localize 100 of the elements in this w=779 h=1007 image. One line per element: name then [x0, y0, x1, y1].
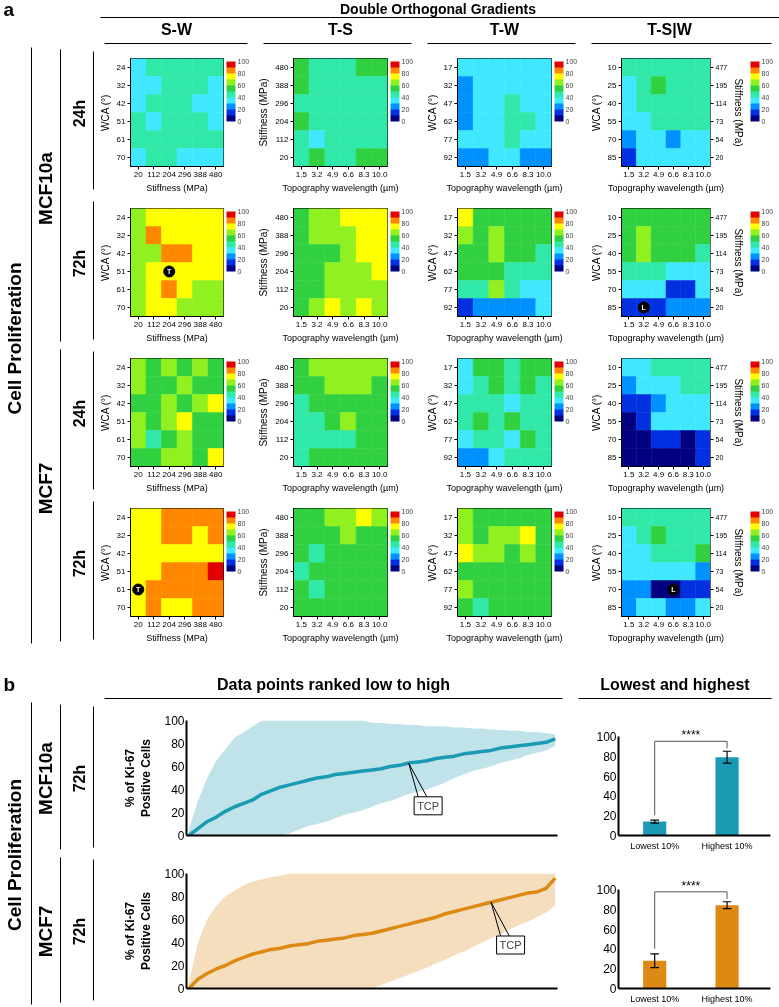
x-tick-label: 8.3: [358, 319, 371, 329]
y-tick-label: 25: [607, 381, 618, 390]
y-tick-label: 55: [607, 267, 618, 276]
x-tick-label: 10.0: [371, 469, 388, 479]
y-tick-label: 480: [275, 213, 290, 222]
x-tick-label: 4.9: [491, 619, 503, 629]
x-tick-label: 112: [147, 619, 161, 629]
y-tick-label: 32: [116, 531, 127, 540]
y-tick-label: 47: [443, 399, 454, 408]
y-tick-label: 480: [275, 363, 290, 372]
y-tick-label: 70: [116, 603, 127, 612]
x-tick-label: 388: [193, 619, 208, 629]
text: 72h: [71, 917, 88, 946]
annotation: TCP: [499, 939, 522, 951]
x-tick-label: Lowest 10%: [630, 993, 680, 1004]
y-tick-label: 40: [607, 549, 618, 558]
y-tick-label: 77: [443, 135, 454, 144]
y-tick-label: 17: [443, 213, 454, 222]
y-tick-label: 40: [171, 936, 185, 950]
y-tick-label: 17: [443, 363, 454, 372]
y-tick-label: 10: [607, 63, 618, 72]
x-tick-label: 6.6: [667, 469, 680, 479]
x-tick-label: 10.0: [535, 619, 552, 629]
chart-title: Data points ranked low to high: [217, 676, 450, 693]
y-tick-label: 32: [443, 231, 454, 240]
x-tick-label: 8.3: [522, 319, 535, 329]
x-tick-label: 3.2: [311, 319, 324, 329]
x-axis-title: Topography wavelength (µm): [446, 632, 563, 643]
y-axis-title: WCA (°): [426, 394, 438, 431]
y-tick-label: 20: [279, 303, 290, 312]
annotation: ****: [681, 878, 701, 893]
y-tick-label: 20: [603, 962, 617, 977]
y-tick-label: 77: [443, 435, 454, 444]
x-tick-label: Highest 10%: [701, 993, 753, 1004]
y-tick-label: 92: [443, 153, 454, 162]
x-tick-label: 480: [209, 619, 223, 629]
y-tick-label: 40: [607, 99, 618, 108]
y-tick-label: 388: [275, 231, 290, 240]
y-axis-title: WCA (°): [590, 94, 602, 131]
y-tick-label: 70: [607, 585, 618, 594]
y-tick-label: 32: [116, 231, 127, 240]
x-tick-label: 4.9: [491, 169, 503, 179]
y-tick-label: 47: [443, 549, 454, 558]
x-tick-label: 10.0: [535, 319, 552, 329]
y-axis-title: WCA (°): [426, 544, 438, 581]
text: b: [3, 674, 16, 695]
x-tick-label: 4.9: [653, 619, 665, 629]
y-tick-label: 92: [443, 603, 454, 612]
x-tick-label: 4.9: [653, 169, 665, 179]
x-axis-title: Topography wavelength (µm): [607, 482, 725, 493]
y-tick-label: 100: [164, 714, 185, 728]
y-tick-label: 62: [443, 267, 454, 276]
y-tick-label: 40: [603, 942, 617, 957]
x-axis-title: Stiffness (MPa): [146, 632, 208, 643]
y-tick-label: 62: [443, 417, 454, 426]
x-tick-label: 3.2: [638, 319, 650, 329]
y-tick-label: 32: [116, 81, 127, 90]
y-tick-label: 296: [275, 249, 290, 258]
y-tick-label: 388: [275, 381, 290, 390]
y-tick-label: 25: [607, 81, 618, 90]
x-tick-label: 1.5: [459, 619, 472, 629]
x-tick-label: 8.3: [358, 469, 371, 479]
text: MCF10a: [35, 151, 56, 225]
x-tick-label: Highest 10%: [701, 840, 753, 851]
x-tick-label: 1.5: [623, 619, 636, 629]
y-axis-title: WCA (°): [426, 94, 438, 131]
x-tick-label: 3.2: [475, 319, 488, 329]
y-tick-label: 51: [116, 567, 127, 576]
x-tick-label: 20: [133, 619, 144, 629]
y-tick-label: 112: [275, 435, 290, 444]
x-tick-label: 388: [193, 469, 208, 479]
y-tick-label: 24: [116, 363, 127, 372]
y-tick-label: 10: [607, 513, 618, 522]
y-axis-title: Stiffness (MPa): [258, 78, 270, 147]
y-tick-label: 204: [275, 567, 290, 576]
y-tick-label: 42: [116, 249, 127, 258]
x-tick-label: 10.0: [535, 169, 552, 179]
y-axis-title: % of Ki-67 Positive Cells: [122, 738, 154, 818]
x-tick-label: 480: [209, 469, 223, 479]
y-tick-label: 20: [171, 806, 185, 820]
y-tick-label: 55: [607, 417, 618, 426]
y-tick-label: 62: [443, 567, 454, 576]
x-tick-label: 8.3: [522, 169, 535, 179]
y-tick-label: 100: [596, 882, 617, 897]
y-tick-label: 92: [443, 453, 454, 462]
text: 72h: [71, 549, 88, 578]
x-tick-label: 3.2: [638, 169, 650, 179]
x-tick-label: 6.6: [667, 169, 680, 179]
x-axis-title: Topography wavelength (µm): [282, 332, 399, 343]
y-tick-label: 60: [603, 769, 617, 784]
x-tick-label: 4.9: [327, 619, 339, 629]
text: MCF7: [35, 462, 56, 515]
x-tick-label: 6.6: [667, 619, 680, 629]
y2-axis-title: Stiffness (MPa): [733, 228, 745, 297]
y-tick-label: 204: [275, 417, 290, 426]
y-tick-label: 70: [116, 303, 127, 312]
y-tick-label: 25: [607, 531, 618, 540]
y-tick-label: 204: [275, 267, 290, 276]
x-tick-label: 10.0: [371, 169, 388, 179]
x-axis-title: Stiffness (MPa): [146, 482, 208, 493]
